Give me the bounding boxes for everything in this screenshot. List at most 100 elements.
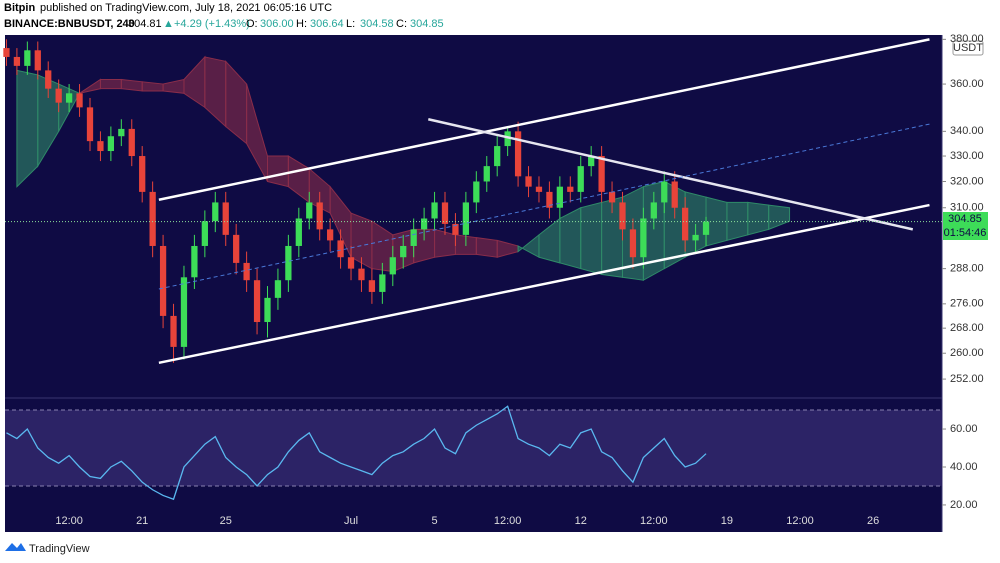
- candle-body: [222, 202, 229, 235]
- ohlc-value: 304.85: [410, 18, 444, 30]
- candle-body: [577, 166, 584, 192]
- candle-body: [253, 280, 261, 323]
- rsi-line: [6, 405, 707, 501]
- x-tick-label: Jul: [344, 515, 358, 527]
- candle-body: [682, 207, 689, 241]
- candle-body: [588, 156, 595, 167]
- brand[interactable]: TradingView: [29, 543, 90, 555]
- y-tick-label: 276.00: [950, 298, 984, 310]
- candle-body: [494, 146, 501, 167]
- candle-body: [233, 234, 240, 263]
- x-tick-label: 19: [721, 515, 733, 527]
- candle-body: [692, 234, 699, 241]
- candle-body: [671, 181, 678, 208]
- y-tick-label: 60.00: [950, 423, 978, 435]
- candle-body: [441, 202, 449, 224]
- candle-body: [389, 257, 396, 275]
- candle-body: [34, 50, 41, 71]
- x-tick-label: 12: [575, 515, 587, 527]
- candle-body: [368, 280, 376, 292]
- y-tick-label: 268.00: [950, 322, 984, 334]
- ohlc-label: C:: [396, 18, 407, 30]
- candle-body: [431, 202, 438, 219]
- candle-body: [598, 156, 605, 192]
- y-tick-label: 330.00: [950, 150, 984, 162]
- candle-body: [525, 176, 532, 187]
- logo: [5, 543, 26, 551]
- candle-body: [118, 128, 125, 137]
- x-tick-label: 12:00: [786, 515, 814, 527]
- trend-line: [428, 118, 914, 231]
- candle-body: [452, 223, 459, 235]
- candle-body: [65, 93, 73, 103]
- trend-line: [158, 38, 930, 202]
- x-tick-label: 26: [867, 515, 879, 527]
- candle-body: [410, 229, 417, 246]
- y-tick-label: 252.00: [950, 373, 984, 385]
- published: published on TradingView.com, July 18, 2…: [40, 2, 332, 14]
- candle-body: [55, 88, 62, 103]
- y-tick-label: 288.00: [950, 263, 984, 275]
- y-tick-label: 260.00: [950, 347, 984, 359]
- candle-body: [337, 240, 344, 258]
- ohlc-value: 304.58: [360, 18, 394, 30]
- cloud-segment: [120, 78, 143, 92]
- candle-body: [45, 70, 52, 89]
- cloud-segment: [768, 204, 791, 231]
- ohlc-label: H:: [296, 18, 307, 30]
- cloud-segment: [580, 201, 603, 276]
- candle-body: [24, 50, 31, 66]
- candle-body: [650, 202, 657, 219]
- candle-body: [640, 218, 647, 258]
- currency-box: [952, 40, 984, 56]
- candle-body: [535, 186, 543, 192]
- trend-line: [158, 123, 930, 290]
- candle-body: [86, 107, 94, 142]
- candle-body: [400, 245, 407, 258]
- candle-body: [13, 56, 21, 66]
- candle-body: [661, 181, 668, 203]
- candle-body: [107, 136, 115, 152]
- candle-body: [191, 245, 198, 278]
- candle-body: [201, 221, 208, 246]
- cloud-segment: [559, 206, 582, 270]
- candle-body: [264, 297, 271, 323]
- candle-body: [420, 218, 428, 230]
- candle-body: [483, 166, 490, 182]
- y-tick-label: 310.00: [950, 202, 984, 214]
- candle-body: [316, 202, 323, 230]
- cloud-segment: [99, 78, 122, 90]
- candle-body: [3, 48, 10, 57]
- y-tick-label: 20.00: [950, 499, 978, 511]
- symbol: BINANCE:BNBUSDT, 240: [4, 18, 135, 30]
- candle-body: [306, 202, 313, 219]
- candle-body: [546, 191, 553, 208]
- candle-body: [629, 229, 637, 258]
- x-tick-label: 25: [220, 515, 232, 527]
- ohlc-value: 306.64: [310, 18, 344, 30]
- y-tick-label: 380.00: [950, 33, 984, 45]
- ohlc-label: L:: [346, 18, 355, 30]
- candle-body: [76, 93, 83, 108]
- candle-body: [567, 186, 574, 192]
- candle-body: [274, 280, 282, 298]
- trend-line: [158, 203, 930, 365]
- candle-body: [347, 257, 355, 269]
- candle-body: [97, 141, 104, 152]
- y-tick-label: 40.00: [950, 461, 978, 473]
- countdown: 01:54:46: [944, 227, 987, 239]
- x-tick-label: 12:00: [640, 515, 668, 527]
- change: +4.29 (+1.43%): [174, 18, 250, 30]
- candle-body: [149, 191, 156, 246]
- price: 304.81: [128, 18, 162, 30]
- x-tick-label: 12:00: [55, 515, 83, 527]
- rsi-band: [5, 410, 942, 486]
- candle-body: [159, 245, 167, 316]
- candle-body: [556, 186, 563, 208]
- candle-body: [504, 131, 511, 147]
- candle-body: [358, 268, 365, 281]
- cloud-segment: [747, 201, 770, 236]
- arrow: ▲: [163, 18, 174, 30]
